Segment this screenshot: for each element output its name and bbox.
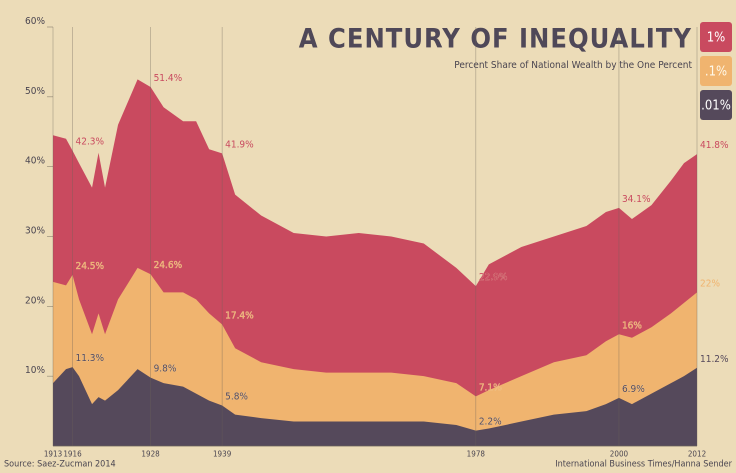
legend-label: .1% bbox=[705, 65, 727, 80]
data-label: 17.4% bbox=[225, 310, 254, 321]
data-label: 42.3% bbox=[76, 137, 105, 148]
data-label: 11.2% bbox=[700, 354, 729, 365]
y-tick-label: 20% bbox=[25, 295, 45, 306]
x-tick-label: 1978 bbox=[467, 450, 486, 459]
legend-swatch bbox=[700, 22, 732, 52]
x-tick-label: 1913 bbox=[44, 450, 62, 459]
x-tick-label: 2012 bbox=[688, 450, 706, 459]
data-label: 7.1% bbox=[479, 382, 502, 393]
area bbox=[53, 367, 697, 446]
chart-subtitle: Percent Share of National Wealth by the … bbox=[454, 60, 692, 71]
data-label: 24.6% bbox=[154, 260, 183, 271]
data-label: 22.9% bbox=[479, 272, 508, 283]
legend-label: 1% bbox=[707, 31, 726, 46]
data-label: 24.5% bbox=[76, 261, 105, 272]
legend-label: .01% bbox=[701, 99, 731, 114]
data-label: 22% bbox=[700, 278, 720, 289]
credit: International Business Times/Hanna Sende… bbox=[555, 460, 732, 470]
legend-swatch bbox=[700, 56, 732, 86]
data-label: 16% bbox=[622, 320, 642, 331]
data-label: 51.4% bbox=[154, 73, 183, 84]
data-label: 11.3% bbox=[76, 353, 105, 364]
x-tick-label: 1928 bbox=[141, 450, 160, 459]
data-label: 34.1% bbox=[622, 194, 651, 205]
area bbox=[53, 267, 697, 446]
x-tick-label: 2000 bbox=[610, 450, 629, 459]
data-label: 9.8% bbox=[154, 364, 177, 375]
data-label: 2.2% bbox=[479, 417, 502, 428]
legend-swatch bbox=[700, 90, 732, 120]
data-label: 41.8% bbox=[700, 140, 729, 151]
y-tick-label: 40% bbox=[25, 156, 45, 167]
y-tick-label: 50% bbox=[25, 86, 45, 97]
y-tick-label: 60% bbox=[25, 16, 45, 27]
data-label: 41.9% bbox=[225, 139, 254, 150]
data-label: 5.8% bbox=[225, 391, 248, 402]
y-tick-label: 10% bbox=[25, 365, 45, 376]
data-label: 6.9% bbox=[622, 384, 645, 395]
x-tick-label: 1916 bbox=[63, 450, 82, 459]
x-tick-label: 1939 bbox=[213, 450, 232, 459]
source: Source: Saez-Zucman 2014 bbox=[4, 460, 116, 470]
y-tick-label: 30% bbox=[25, 226, 45, 237]
chart-title: A CENTURY OF INEQUALITY bbox=[299, 24, 692, 55]
